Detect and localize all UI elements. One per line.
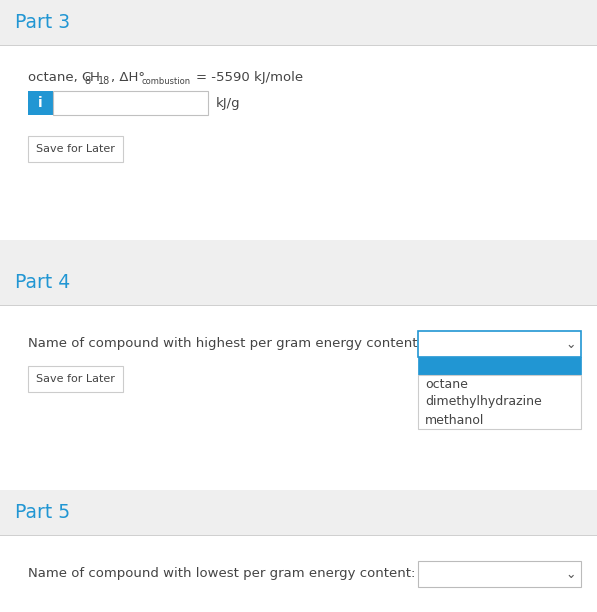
FancyBboxPatch shape [28,366,123,392]
Text: ⌄: ⌄ [566,567,576,581]
Text: 18: 18 [98,76,110,86]
FancyBboxPatch shape [0,535,597,536]
FancyBboxPatch shape [53,91,208,115]
FancyBboxPatch shape [28,91,53,115]
FancyBboxPatch shape [418,561,581,587]
Text: Save for Later: Save for Later [36,144,115,154]
FancyBboxPatch shape [0,45,597,46]
Text: H: H [90,71,100,84]
FancyBboxPatch shape [0,490,597,500]
FancyBboxPatch shape [0,305,597,306]
FancyBboxPatch shape [0,0,597,45]
Text: , ΔH°: , ΔH° [111,71,145,84]
FancyBboxPatch shape [28,136,123,162]
FancyBboxPatch shape [0,260,597,305]
Text: i: i [38,96,43,110]
Text: dimethylhydrazine: dimethylhydrazine [425,395,541,408]
Text: Save for Later: Save for Later [36,374,115,384]
Text: Name of compound with highest per gram energy content:: Name of compound with highest per gram e… [28,337,422,351]
FancyBboxPatch shape [418,375,581,429]
Text: octane, C: octane, C [28,71,91,84]
Text: methanol: methanol [425,414,484,427]
Text: = -5590 kJ/mole: = -5590 kJ/mole [196,71,303,84]
FancyBboxPatch shape [418,331,581,357]
Text: Part 4: Part 4 [15,273,70,292]
FancyBboxPatch shape [0,46,597,240]
Text: combustion: combustion [142,77,191,86]
Text: Part 5: Part 5 [15,503,70,522]
FancyBboxPatch shape [0,536,597,612]
Text: kJ/g: kJ/g [216,97,241,110]
Text: octane: octane [425,378,468,390]
Text: 8: 8 [84,76,90,86]
FancyBboxPatch shape [0,306,597,500]
FancyBboxPatch shape [418,357,581,375]
Text: Part 3: Part 3 [15,13,70,32]
FancyBboxPatch shape [0,490,597,535]
Text: ⌄: ⌄ [566,337,576,351]
FancyBboxPatch shape [0,240,597,260]
Text: Name of compound with lowest per gram energy content:: Name of compound with lowest per gram en… [28,567,416,581]
